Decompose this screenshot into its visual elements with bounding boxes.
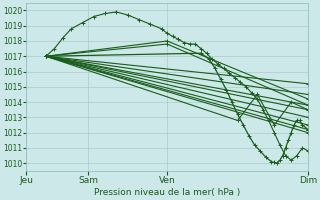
X-axis label: Pression niveau de la mer( hPa ): Pression niveau de la mer( hPa ) xyxy=(94,188,240,197)
